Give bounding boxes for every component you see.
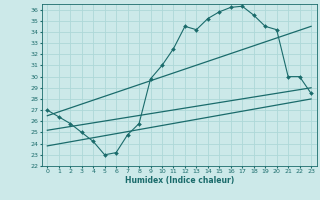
X-axis label: Humidex (Indice chaleur): Humidex (Indice chaleur): [124, 176, 234, 185]
